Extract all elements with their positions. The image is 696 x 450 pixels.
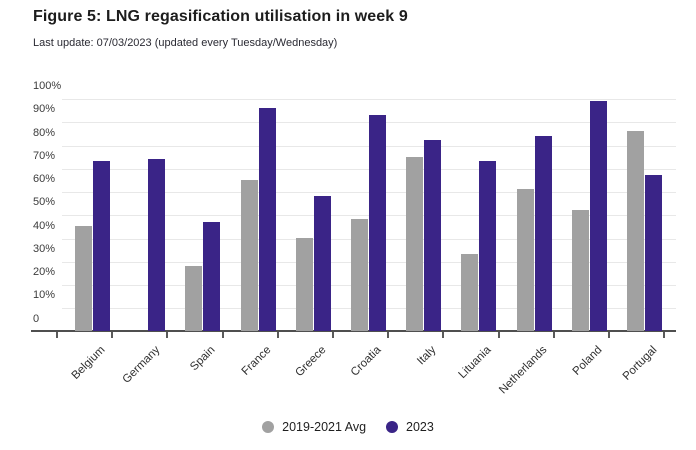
bar-2019-2021-avg-belgium xyxy=(75,226,92,331)
x-axis-tick xyxy=(276,332,279,338)
y-axis-tick-label: 40% xyxy=(33,219,56,232)
bar-2019-2021-avg-croatia xyxy=(351,219,368,331)
bar-2019-2021-avg-poland xyxy=(571,210,589,331)
y-axis-tick-label: 90% xyxy=(33,103,56,116)
legend-dot-2023 xyxy=(386,421,399,433)
x-axis-tick xyxy=(387,332,390,338)
x-axis-tick xyxy=(663,332,666,338)
chart-subtitle: Last update: 07/03/2023 (updated every T… xyxy=(33,37,338,49)
x-axis-tick xyxy=(56,332,58,338)
bar-2023-germany xyxy=(148,158,166,331)
bar-2023-italy xyxy=(424,140,442,331)
bar-2023-france xyxy=(258,107,276,331)
y-axis-tick-label: 100% xyxy=(33,80,62,92)
legend-item-2023[interactable]: 2023 xyxy=(386,420,434,434)
bar-2019-2021-avg-france xyxy=(240,179,258,331)
y-axis-tick-label: 50% xyxy=(33,196,56,209)
legend-label: 2019-2021 Avg xyxy=(282,420,367,434)
bar-2023-spain xyxy=(203,221,221,331)
bar-2019-2021-avg-greece xyxy=(295,238,313,331)
y-axis-tick-label: 70% xyxy=(33,149,56,162)
x-axis-tick xyxy=(552,332,555,338)
y-axis-tick-label: 20% xyxy=(33,266,56,278)
y-axis-tick-label: 80% xyxy=(33,126,56,139)
chart-legend: 2019-2021 Avg 2023 xyxy=(0,420,696,434)
y-axis-tick-label: 10% xyxy=(33,289,56,302)
bar-2023-croatia xyxy=(369,114,386,331)
legend-item-2019-2021-avg[interactable]: 2019-2021 Avg xyxy=(262,420,366,434)
bar-2019-2021-avg-spain xyxy=(185,265,203,331)
bar-2019-2021-avg-netherlands xyxy=(516,189,534,331)
gridline xyxy=(62,99,676,100)
y-axis-tick-label: 60% xyxy=(33,173,56,185)
x-axis-tick xyxy=(166,332,169,338)
x-axis-tick xyxy=(442,332,445,338)
bar-2023-lituania xyxy=(479,161,497,331)
x-axis-tick xyxy=(111,332,114,338)
y-axis-tick-label: 0 xyxy=(33,312,40,325)
chart-title: Figure 5: LNG regasification utilisation… xyxy=(33,8,408,25)
bar-2023-portugal xyxy=(645,175,662,331)
bar-2019-2021-avg-portugal xyxy=(627,131,644,331)
bar-2019-2021-avg-italy xyxy=(406,156,424,331)
legend-dot-2019-2021-avg xyxy=(262,421,275,433)
legend-label: 2023 xyxy=(406,420,434,434)
bar-2023-belgium xyxy=(93,161,110,331)
x-axis-tick xyxy=(221,332,224,338)
y-axis-tick-label: 30% xyxy=(33,242,56,255)
x-axis-tick xyxy=(332,332,334,338)
bar-2023-poland xyxy=(589,100,607,331)
x-axis-tick xyxy=(497,332,500,338)
bar-2023-greece xyxy=(313,196,331,331)
x-axis-tick xyxy=(608,332,610,338)
bar-2023-netherlands xyxy=(534,135,552,331)
bar-2019-2021-avg-lituania xyxy=(461,254,479,331)
x-axis-line xyxy=(31,330,676,332)
